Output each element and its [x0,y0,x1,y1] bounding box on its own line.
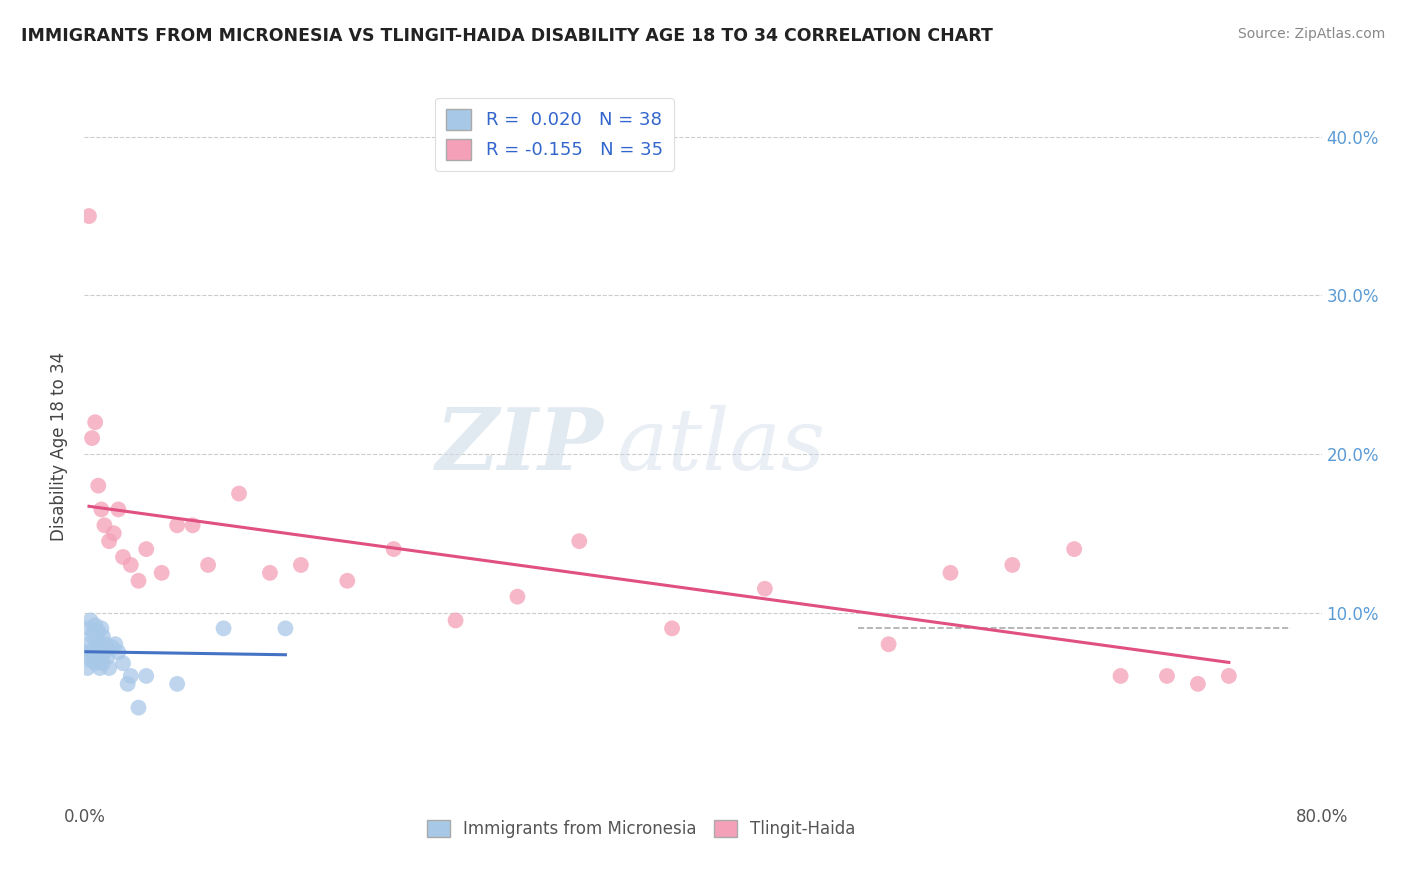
Point [127,574,149,588]
Point [107,645,129,659]
Point [166,677,188,691]
Point [877,637,900,651]
Point [86,653,108,667]
Point [98,534,121,549]
Text: atlas: atlas [616,405,825,487]
Point [83,624,105,639]
Point [91,629,114,643]
Point [90,502,112,516]
Point [274,621,297,635]
Point [79,653,101,667]
Point [150,566,173,580]
Point [75,645,97,659]
Point [112,549,135,564]
Point [506,590,529,604]
Point [290,558,312,572]
Text: IMMIGRANTS FROM MICRONESIA VS TLINGIT-HAIDA DISABILITY AGE 18 TO 34 CORRELATION : IMMIGRANTS FROM MICRONESIA VS TLINGIT-HA… [21,27,993,45]
Point [444,614,467,628]
Point [86,634,108,648]
Point [82,629,104,643]
Point [1063,542,1085,557]
Point [1156,669,1178,683]
Point [93,645,115,659]
Point [568,534,591,549]
Point [181,518,204,533]
Point [89,637,111,651]
Point [77,209,100,223]
Point [103,526,125,541]
Point [1001,558,1024,572]
Point [101,640,124,655]
Point [259,566,281,580]
Point [77,637,100,651]
Legend: Immigrants from Micronesia, Tlingit-Haida: Immigrants from Micronesia, Tlingit-Haid… [420,813,862,845]
Point [91,657,114,671]
Point [82,645,104,659]
Point [120,558,142,572]
Point [84,618,107,632]
Point [127,700,149,714]
Point [84,657,107,671]
Point [93,518,115,533]
Point [76,661,98,675]
Point [228,486,250,500]
Point [135,669,157,683]
Point [87,624,110,639]
Point [84,415,107,429]
Point [1109,669,1132,683]
Point [117,677,139,691]
Point [166,518,188,533]
Point [87,647,110,661]
Point [90,649,112,664]
Point [96,649,118,664]
Point [94,637,117,651]
Point [98,661,121,675]
Point [112,657,135,671]
Text: Source: ZipAtlas.com: Source: ZipAtlas.com [1237,27,1385,41]
Point [107,502,129,516]
Y-axis label: Disability Age 18 to 34: Disability Age 18 to 34 [51,351,69,541]
Point [82,431,104,445]
Point [939,566,962,580]
Point [79,614,101,628]
Point [1187,677,1209,691]
Point [336,574,359,588]
Point [87,478,110,492]
Point [212,621,235,635]
Point [754,582,776,596]
Point [104,637,127,651]
Point [83,649,105,664]
Point [382,542,405,557]
Point [135,542,157,557]
Point [89,661,111,675]
Text: ZIP: ZIP [436,404,605,488]
Point [77,621,100,635]
Point [661,621,683,635]
Point [120,669,142,683]
Point [84,640,107,655]
Point [1218,669,1240,683]
Point [197,558,219,572]
Point [90,621,112,635]
